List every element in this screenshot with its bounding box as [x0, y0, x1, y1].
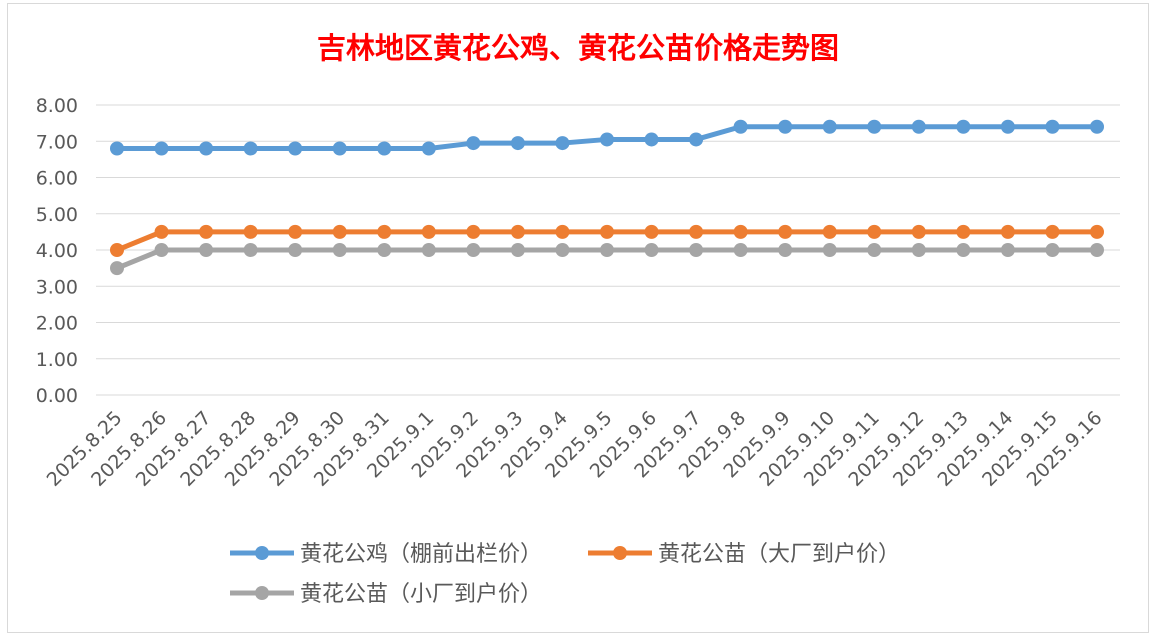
data-point: [332, 224, 347, 239]
data-point: [778, 224, 793, 239]
legend-label: 黄花公鸡（棚前出栏价）: [300, 542, 542, 567]
legend-marker: [255, 546, 269, 560]
data-point: [733, 243, 748, 257]
data-point: [600, 224, 614, 239]
data-point: [644, 224, 659, 239]
y-tick-label: 4.00: [36, 240, 78, 262]
data-point: [956, 224, 971, 239]
chart-frame: 吉林地区黄花公鸡、黄花公苗价格走势图 0.00 1.00 2.00 3.00 4.00 5…: [7, 3, 1149, 633]
data-point: [510, 243, 525, 257]
data-point: [510, 224, 525, 239]
data-point: [867, 243, 882, 257]
data-point: [689, 132, 704, 147]
data-point: [466, 243, 481, 257]
data-point: [1000, 224, 1015, 239]
data-point: [1045, 224, 1060, 239]
data-point: [600, 243, 614, 257]
data-point: [288, 224, 303, 239]
data-point: [421, 243, 436, 257]
data-point: [911, 119, 926, 134]
data-point: [689, 224, 704, 239]
data-point: [911, 243, 926, 257]
series: [110, 224, 1104, 257]
data-point: [1090, 243, 1104, 257]
data-point: [1090, 224, 1104, 239]
data-point: [288, 243, 303, 257]
y-tick-label: 2.00: [36, 313, 78, 335]
data-point: [466, 224, 481, 239]
data-point: [1045, 243, 1060, 257]
data-point: [644, 243, 659, 257]
data-point: [332, 243, 347, 257]
y-tick-label: 7.00: [36, 131, 78, 153]
data-point: [199, 141, 214, 156]
data-point: [466, 136, 481, 151]
plot-area: [110, 119, 1104, 276]
data-point: [822, 119, 837, 134]
data-point: [421, 141, 436, 156]
data-point: [510, 136, 525, 151]
x-axis: 2025.8.252025.8.262025.8.272025.8.282025…: [43, 407, 1107, 491]
data-point: [377, 141, 392, 156]
data-point: [555, 136, 570, 151]
data-point: [154, 243, 169, 257]
y-axis: 0.00 1.00 2.00 3.00 4.00 5.00 6.00 7.00 8.00: [36, 95, 78, 407]
line-chart: 吉林地区黄花公鸡、黄花公苗价格走势图 0.00 1.00 2.00 3.00 4.00 5…: [36, 31, 1120, 607]
data-point: [332, 141, 347, 156]
legend-label: 黄花公苗（大厂到户价）: [658, 542, 900, 567]
data-point: [689, 243, 704, 257]
y-tick-label: 3.00: [36, 276, 78, 298]
data-point: [956, 119, 971, 134]
legend-item: 黄花公苗（小厂到户价）: [230, 582, 542, 607]
data-point: [956, 243, 971, 257]
data-point: [199, 224, 214, 239]
data-point: [243, 141, 258, 156]
data-point: [154, 141, 169, 156]
data-point: [867, 224, 882, 239]
series: [110, 119, 1104, 156]
data-point: [733, 119, 748, 134]
y-tick-label: 0.00: [36, 385, 78, 407]
data-point: [600, 132, 614, 147]
data-point: [154, 224, 169, 239]
legend-item: 黄花公鸡（棚前出栏价）: [230, 542, 542, 567]
data-point: [110, 141, 124, 156]
data-point: [867, 119, 882, 134]
data-point: [1090, 119, 1104, 134]
data-point: [1045, 119, 1060, 134]
data-point: [243, 224, 258, 239]
legend-label: 黄花公苗（小厂到户价）: [300, 582, 542, 607]
data-point: [555, 224, 570, 239]
data-point: [110, 243, 124, 257]
y-tick-label: 1.00: [36, 349, 78, 371]
data-point: [733, 224, 748, 239]
data-point: [644, 132, 659, 147]
data-point: [778, 243, 793, 257]
y-tick-label: 8.00: [36, 95, 78, 117]
data-point: [288, 141, 303, 156]
data-point: [822, 243, 837, 257]
y-tick-label: 6.00: [36, 168, 78, 190]
data-point: [421, 224, 436, 239]
data-point: [243, 243, 258, 257]
y-tick-label: 5.00: [36, 204, 78, 226]
data-point: [377, 243, 392, 257]
data-point: [555, 243, 570, 257]
data-point: [1000, 119, 1015, 134]
data-point: [199, 243, 214, 257]
data-point: [1000, 243, 1015, 257]
legend: 黄花公鸡（棚前出栏价） 黄花公苗（大厂到户价） 黄花公苗（小厂到户价）: [230, 542, 900, 607]
data-point: [822, 224, 837, 239]
data-point: [377, 224, 392, 239]
data-point: [110, 261, 124, 276]
series: [110, 243, 1104, 276]
legend-marker: [255, 586, 269, 600]
legend-marker: [613, 546, 627, 560]
data-point: [778, 119, 793, 134]
data-point: [911, 224, 926, 239]
chart-title: 吉林地区黄花公鸡、黄花公苗价格走势图: [317, 31, 839, 65]
legend-item: 黄花公苗（大厂到户价）: [588, 542, 900, 567]
